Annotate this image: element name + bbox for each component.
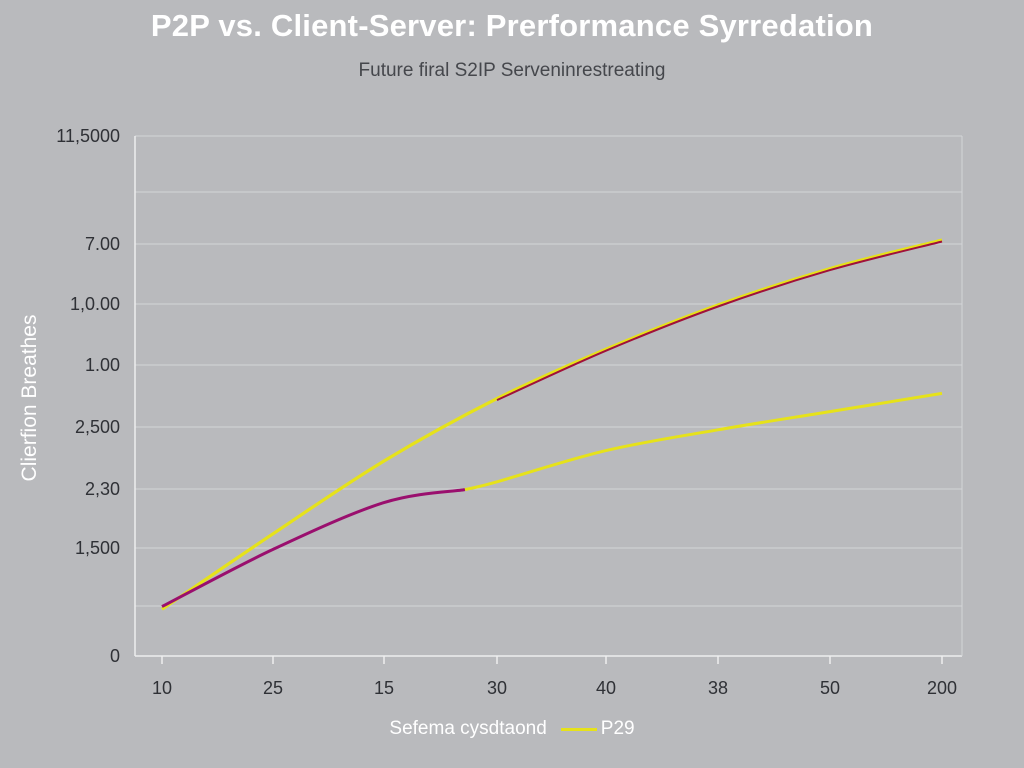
y-tick-label: 1,0.00 — [70, 294, 120, 314]
y-tick-label: 2,500 — [75, 417, 120, 437]
x-tick-label: 10 — [152, 678, 172, 698]
y-tick-label: 7.00 — [85, 234, 120, 254]
series-lower-secondary — [464, 391, 943, 492]
y-tick-label: 0 — [110, 646, 120, 666]
y-tick-label: 11,5000 — [56, 126, 120, 146]
x-tick-label: 40 — [596, 678, 616, 698]
legend-label-2: P29 — [600, 718, 635, 739]
x-tick-label: 25 — [263, 678, 283, 698]
x-tick-label: 30 — [487, 678, 507, 698]
y-tick-label: 1.00 — [85, 355, 120, 375]
x-tick-label: 50 — [820, 678, 840, 698]
legend: Sefema cysdtaond P29 — [0, 718, 1024, 740]
legend-swatch-p29 — [560, 727, 597, 731]
x-tick-label: 200 — [927, 678, 957, 698]
legend-label-1: Sefema cysdtaond — [389, 718, 547, 739]
series-upper-line — [161, 238, 943, 611]
y-tick-label: 1,500 — [75, 538, 120, 558]
series-upper-overlay — [496, 240, 943, 402]
y-tick-label: 2,30 — [85, 479, 120, 499]
x-tick-label: 38 — [708, 678, 728, 698]
series-lower-primary — [161, 488, 466, 608]
chart-subtitle: Future firal S2IP Serveninrestreating — [358, 60, 666, 81]
chart-title: P2P vs. Client-Server: Prerformance Syrr… — [150, 8, 874, 43]
x-tick-label: 15 — [374, 678, 394, 698]
